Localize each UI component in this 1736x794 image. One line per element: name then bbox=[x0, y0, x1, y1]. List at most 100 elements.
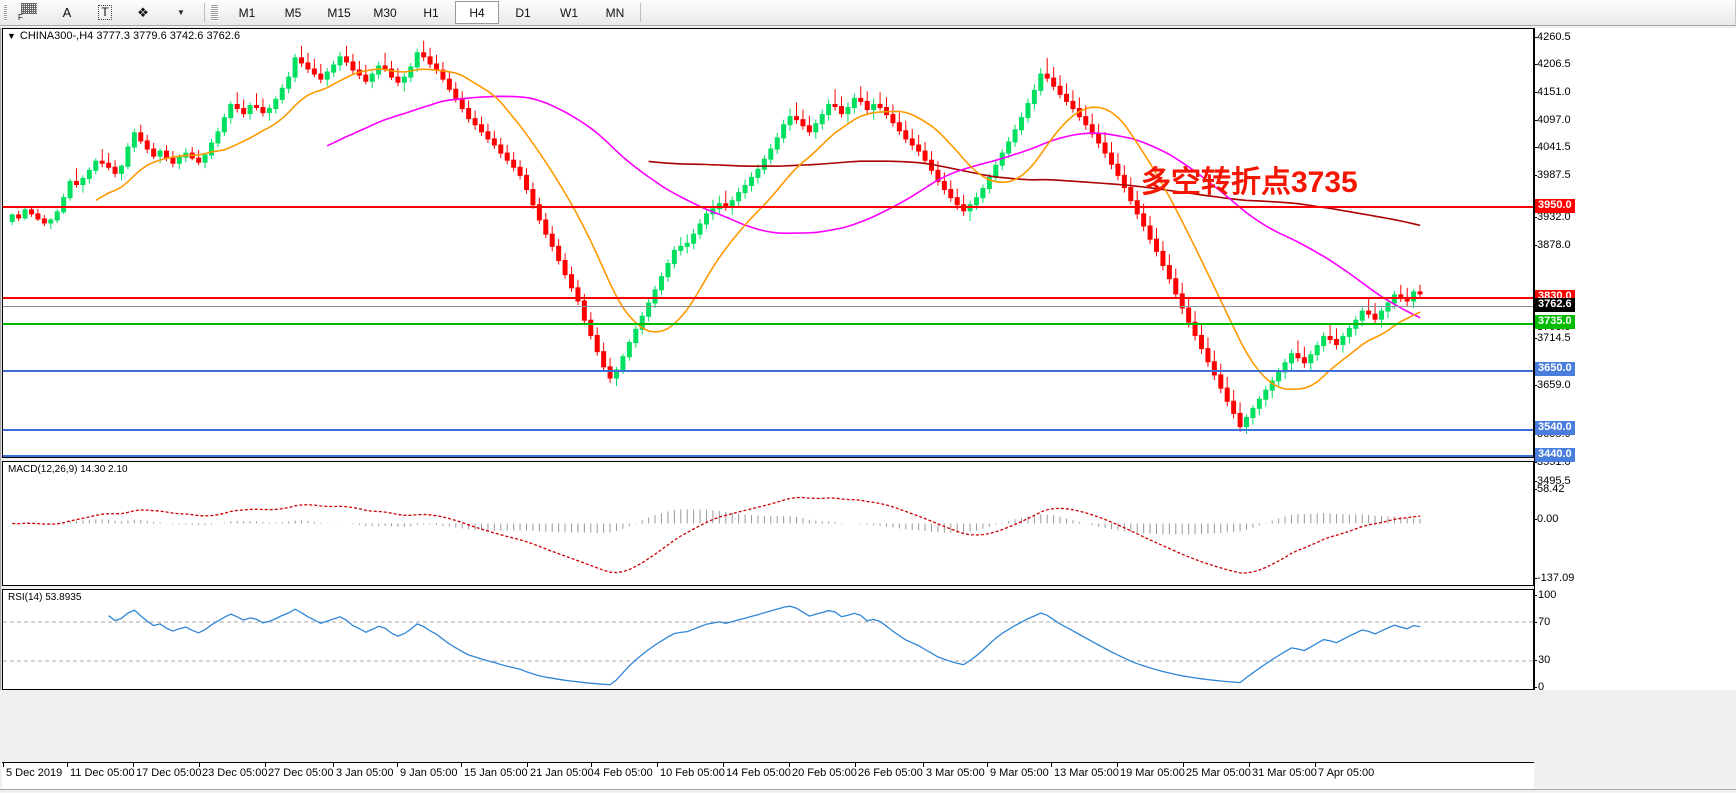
time-label: 23 Dec 05:00 bbox=[202, 767, 268, 779]
level-line-3540[interactable] bbox=[3, 429, 1533, 431]
level-line-3830[interactable] bbox=[3, 297, 1533, 299]
macd-indicator-label: MACD(12,26,9) 14.30 2.10 bbox=[8, 464, 128, 475]
rsi-tick: 30 bbox=[1533, 654, 1551, 666]
timeframe-m15[interactable]: M15 bbox=[327, 5, 351, 20]
time-label: 13 Mar 05:00 bbox=[1054, 767, 1119, 779]
timeframe-h1[interactable]: H1 bbox=[423, 5, 439, 20]
dropdown-arrow-icon[interactable]: ▼ bbox=[177, 8, 185, 17]
time-label: 25 Mar 05:00 bbox=[1186, 767, 1251, 779]
timeframe-d1[interactable]: D1 bbox=[515, 5, 531, 20]
time-tick bbox=[265, 763, 266, 767]
rsi-pane[interactable]: RSI(14) 53.8935 bbox=[2, 589, 1534, 690]
price-tick: 4206.5 bbox=[1534, 58, 1571, 70]
timeframe-h4[interactable]: H4 bbox=[455, 1, 499, 24]
price-axis-line bbox=[1534, 28, 1535, 690]
rsi-tick: 100 bbox=[1533, 589, 1557, 601]
time-tick bbox=[67, 763, 68, 767]
time-label: 10 Feb 05:00 bbox=[660, 767, 725, 779]
time-label: 15 Jan 05:00 bbox=[464, 767, 528, 779]
time-label: 17 Dec 05:00 bbox=[136, 767, 202, 779]
time-label: 5 Dec 2019 bbox=[6, 767, 63, 779]
rsi-canvas bbox=[3, 605, 1533, 686]
toolbar-divider-2 bbox=[640, 3, 641, 22]
price-tick: 3714.5 bbox=[1534, 332, 1571, 344]
symbol-info-text: CHINA300-,H4 3777.3 3779.6 3742.6 3762.6 bbox=[19, 30, 241, 42]
time-tick bbox=[199, 763, 200, 767]
time-label: 19 Mar 05:00 bbox=[1120, 767, 1185, 779]
time-label: 21 Jan 05:00 bbox=[530, 767, 594, 779]
time-tick bbox=[133, 763, 134, 767]
macd-tick: 58.42 bbox=[1534, 483, 1565, 495]
time-tick bbox=[461, 763, 462, 767]
time-label: 20 Feb 05:00 bbox=[792, 767, 857, 779]
text-box-glyph: T bbox=[98, 5, 112, 20]
timeframe-mn[interactable]: MN bbox=[605, 5, 625, 20]
toolbar-grip[interactable] bbox=[0, 0, 10, 25]
level-line-3735[interactable] bbox=[3, 323, 1533, 325]
symbol-header[interactable]: ▼ CHINA300-,H4 3777.3 3779.6 3742.6 3762… bbox=[7, 30, 240, 42]
left-scroll-strip[interactable] bbox=[0, 28, 2, 690]
time-label: 9 Jan 05:00 bbox=[400, 767, 458, 779]
time-tick bbox=[923, 763, 924, 767]
time-tick bbox=[1051, 763, 1052, 767]
chart-annotation-text[interactable]: 多空转折点3735 bbox=[1141, 166, 1358, 199]
price-tag[interactable]: 3540.0 bbox=[1535, 421, 1575, 435]
timeframe-group-grip[interactable] bbox=[211, 4, 218, 21]
macd-pane[interactable]: MACD(12,26,9) 14.30 2.10 bbox=[2, 461, 1534, 586]
main-toolbar: F A T ❖ ▼ M1 M5 M15 M30 H1 H4 D1 W1 MN bbox=[0, 0, 1736, 26]
level-line-3650[interactable] bbox=[3, 370, 1533, 372]
price-tag[interactable]: 3440.0 bbox=[1535, 448, 1575, 462]
text-a-icon[interactable]: A bbox=[62, 5, 72, 20]
time-label: 9 Mar 05:00 bbox=[990, 767, 1049, 779]
objects-icon[interactable]: ❖ bbox=[137, 4, 149, 20]
chevron-down-icon[interactable]: ▼ bbox=[7, 31, 16, 41]
status-bar bbox=[0, 789, 1736, 793]
level-line-3440[interactable] bbox=[3, 455, 1533, 457]
price-tag[interactable]: 3650.0 bbox=[1535, 362, 1575, 376]
time-label: 3 Mar 05:00 bbox=[926, 767, 985, 779]
macd-canvas bbox=[12, 496, 1421, 574]
price-axis[interactable]: 4260.5 4206.5 4151.0 4097.0 4041.5 3987.5 3932… bbox=[1533, 28, 1736, 693]
time-label: 14 Feb 05:00 bbox=[726, 767, 791, 779]
timeframe-w1[interactable]: W1 bbox=[560, 5, 578, 20]
level-line-current-3762[interactable] bbox=[3, 306, 1533, 307]
rsi-tick: 0 bbox=[1533, 681, 1545, 693]
time-tick bbox=[1249, 763, 1250, 767]
time-axis[interactable]: 5 Dec 2019 11 Dec 05:00 17 Dec 05:00 23 Dec… bbox=[2, 762, 1534, 794]
toolbar-divider-1 bbox=[204, 3, 205, 22]
macd-tick: -137.09 bbox=[1533, 572, 1575, 584]
time-tick bbox=[1183, 763, 1184, 767]
price-tag[interactable]: 3735.0 bbox=[1535, 315, 1575, 329]
text-box-icon[interactable]: T bbox=[87, 1, 123, 25]
price-tick: 3987.5 bbox=[1534, 169, 1571, 181]
timeframe-m1[interactable]: M1 bbox=[238, 5, 256, 20]
rsi-indicator-label: RSI(14) 53.8935 bbox=[8, 592, 82, 603]
price-chart-canvas bbox=[9, 40, 1423, 434]
time-tick bbox=[855, 763, 856, 767]
time-tick bbox=[333, 763, 334, 767]
time-tick bbox=[987, 763, 988, 767]
price-chart-pane[interactable]: ▼ CHINA300-,H4 3777.3 3779.6 3742.6 3762… bbox=[2, 28, 1534, 458]
price-tag[interactable]: 3762.6 bbox=[1535, 298, 1575, 312]
time-tick bbox=[657, 763, 658, 767]
time-tick bbox=[1117, 763, 1118, 767]
price-tick: 3878.0 bbox=[1534, 239, 1571, 251]
level-line-3950[interactable] bbox=[3, 206, 1533, 208]
time-tick bbox=[397, 763, 398, 767]
time-tick bbox=[3, 763, 4, 767]
time-label: 7 Apr 05:00 bbox=[1318, 767, 1375, 779]
macd-tick: 0.00 bbox=[1533, 513, 1559, 525]
price-tag[interactable]: 3950.0 bbox=[1535, 199, 1575, 213]
time-tick bbox=[723, 763, 724, 767]
time-tick bbox=[789, 763, 790, 767]
price-tick: 3659.0 bbox=[1534, 379, 1571, 391]
price-tick: 3495.5 bbox=[1534, 475, 1571, 487]
timeframe-m5[interactable]: M5 bbox=[284, 5, 302, 20]
time-tick bbox=[1315, 763, 1316, 767]
price-tick: 4151.0 bbox=[1534, 86, 1571, 98]
timeframe-m30[interactable]: M30 bbox=[373, 5, 397, 20]
time-label: 3 Jan 05:00 bbox=[336, 767, 394, 779]
time-label: 31 Mar 05:00 bbox=[1252, 767, 1317, 779]
crosshair-grid-icon[interactable]: F bbox=[11, 1, 47, 25]
